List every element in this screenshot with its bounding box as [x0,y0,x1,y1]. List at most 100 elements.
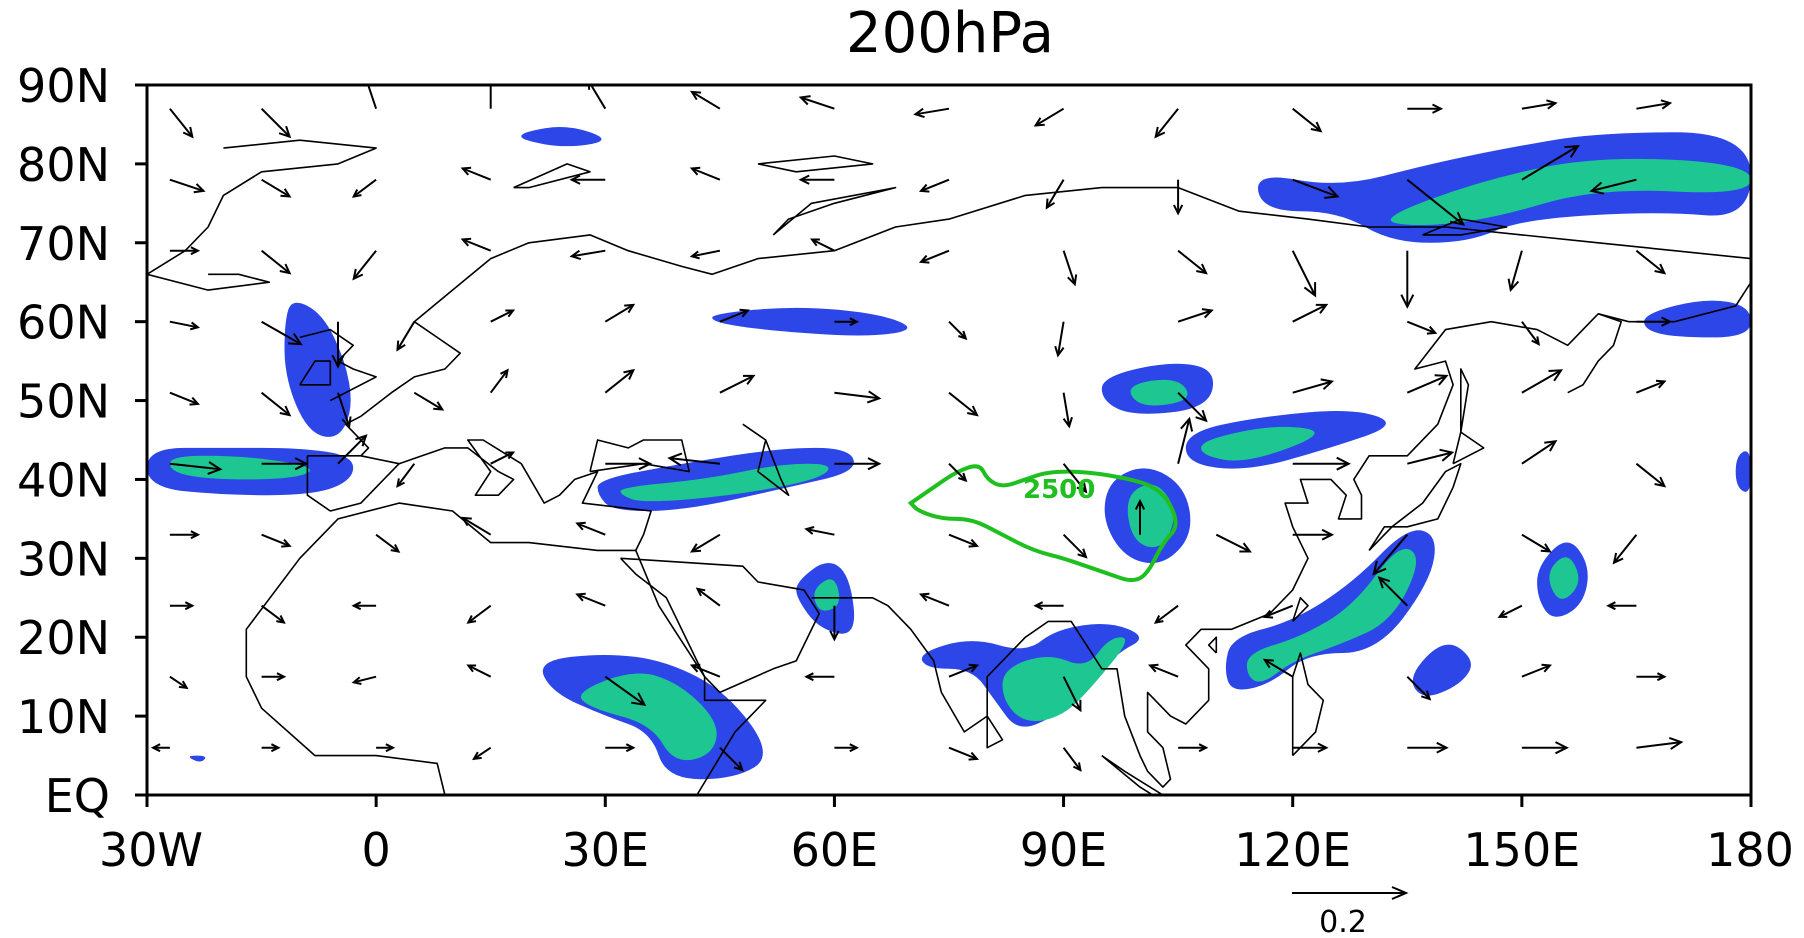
wind-vector [1406,178,1466,226]
wind-vector-shaft [1045,179,1065,209]
vector-layer [150,85,1684,772]
wind-vector [1292,303,1329,323]
wind-vector-head [466,615,477,624]
wind-vector [1292,528,1335,541]
wind-vector-head [189,321,201,331]
x-tick-label: 0 [362,823,391,877]
wind-vector [351,675,377,685]
wind-vector-shaft [1292,380,1333,394]
coastline [413,186,1751,323]
wind-vector-shaft [1636,102,1671,110]
wind-vector-head [351,189,362,198]
wind-vector-shaft [920,178,950,192]
wind-vector [337,392,352,429]
wind-vector-shaft [1521,664,1551,678]
shaded-region-inner [620,463,829,502]
wind-vector-head [733,761,744,772]
wind-vector-head [1400,294,1415,309]
wind-vector [719,746,744,772]
wind-vector-head [288,333,303,346]
shaded-region-inner [580,673,717,761]
wind-vector-shaft [169,462,221,471]
wind-vector-head [1548,369,1564,382]
wind-vector [719,374,756,394]
wind-vector-shaft [604,675,646,706]
wind-vector [1173,179,1184,216]
wind-vector-head [1540,543,1552,553]
wind-vector-head [505,309,516,318]
wind-vector-shaft [691,664,721,678]
wind-vector [1521,663,1552,678]
wind-vector-shaft [1406,178,1464,226]
wind-vector-head [1432,103,1444,114]
wind-vector-head [1377,576,1391,589]
wind-vector-head [351,601,362,611]
wind-vector [604,303,636,323]
shaded-region-inner [1549,557,1579,599]
wind-vector-head [279,405,292,417]
wind-vector-shaft [489,369,509,394]
wind-vector-head [276,615,286,624]
wind-vector-head [638,457,653,471]
wind-vector-head [575,592,586,602]
wind-vector-head [1239,542,1252,553]
wind-vector-head [1303,282,1317,298]
wind-vector-head [1262,609,1274,619]
coastline [620,557,821,694]
wind-vector [1148,663,1179,678]
wind-vector [169,461,223,475]
wind-vector [489,368,509,394]
wind-vector [169,178,206,194]
wind-vector-shaft [169,320,199,329]
wind-vector-head [1531,336,1541,346]
wind-vector [1406,675,1432,701]
wind-vector-shaft [396,321,416,351]
wind-vector [261,672,287,682]
wind-vector-head [867,457,882,471]
wind-vector [834,743,860,753]
wind-vector-head [575,521,586,531]
wind-vector-head [280,188,292,198]
wind-vector-shaft [719,375,754,394]
wind-vector-head [1062,416,1073,429]
wind-vector-shaft [260,107,291,138]
wind-vector-shaft [691,167,721,181]
wind-vector [1521,741,1569,755]
wind-vector-head [1420,690,1432,701]
wind-vector-head [958,472,968,483]
wind-vector-head [1154,126,1166,139]
wind-vector-shaft [948,746,978,760]
wind-vector [1635,249,1667,275]
y-tick-label: 80N [17,138,110,192]
wind-vector-shaft [948,391,978,416]
wind-vector-shaft [1062,533,1087,558]
wind-vector [364,85,378,110]
wind-vector [261,604,286,624]
wind-vector-head [385,743,396,753]
wind-vector-shaft [1509,250,1523,291]
wind-vector-shaft [1499,604,1523,618]
wind-vector [604,675,647,706]
wind-vector-shaft [576,593,606,607]
shaded-region-outer [712,307,908,336]
wind-vector-head [278,125,292,139]
wind-vector [1291,250,1317,298]
wind-vector-shaft [169,391,199,405]
wind-vector-head [1589,181,1605,195]
wind-vector-head [294,457,309,471]
wind-vector [150,743,170,753]
shaded-region-outer [1644,300,1751,338]
wind-vector [490,451,516,465]
wind-vector-head [178,680,189,690]
wind-vector-shaft [1154,108,1179,138]
wind-vector-head [1541,663,1552,673]
wind-vector [1062,533,1088,559]
wind-vector-head [569,174,581,185]
wind-vector-head [1606,601,1616,611]
wind-vector [260,107,292,139]
wind-vector-shaft [920,593,950,607]
wind-vector-shaft [1177,309,1213,323]
wind-vector [569,174,606,185]
coastline [772,186,897,236]
wind-vector-head [1180,416,1194,432]
